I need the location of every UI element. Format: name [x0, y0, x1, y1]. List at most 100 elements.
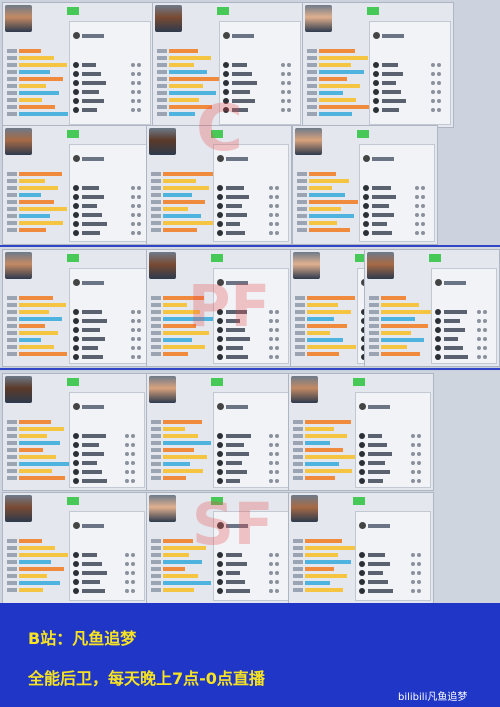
- player-card: [364, 249, 500, 367]
- skill-icon: [73, 155, 80, 162]
- player-portrait: [5, 495, 32, 522]
- skill-row: [73, 478, 139, 484]
- skill-icon: [373, 32, 380, 39]
- player-card: [288, 492, 434, 604]
- skills-panel: [359, 144, 435, 242]
- player-portrait: [149, 128, 176, 155]
- skills-panel: [69, 392, 145, 488]
- skills-panel: [213, 511, 289, 601]
- skill-row: [217, 460, 283, 466]
- player-card: [146, 249, 292, 367]
- skill-row: [373, 62, 445, 68]
- player-portrait: [5, 376, 32, 403]
- player-card: [288, 373, 434, 491]
- skill-row: [359, 442, 425, 448]
- section-divider: [0, 368, 500, 370]
- skill-icon: [73, 403, 80, 410]
- skill-row: [73, 442, 139, 448]
- skill-row: [217, 451, 283, 457]
- skill-row: [373, 107, 445, 113]
- skill-row: [435, 336, 491, 342]
- skill-row: [435, 309, 491, 315]
- skill-row: [217, 203, 283, 209]
- skill-row: [223, 98, 295, 104]
- skill-row: [223, 62, 295, 68]
- position-badge: [211, 378, 223, 386]
- skill-icon: [217, 522, 224, 529]
- skill-row: [217, 588, 283, 594]
- player-portrait: [293, 252, 320, 279]
- skill-row: [73, 212, 145, 218]
- skill-row: [363, 230, 429, 236]
- footer-banner: [0, 603, 500, 707]
- skill-row: [363, 194, 429, 200]
- position-badge: [353, 497, 365, 505]
- skill-row: [73, 588, 139, 594]
- skill-row: [217, 433, 283, 439]
- skill-row: [73, 309, 145, 315]
- position-badge: [367, 7, 379, 15]
- skill-row: [359, 561, 425, 567]
- watermark-sf: SF: [192, 490, 274, 558]
- footer-line-2: 全能后卫，每天晚上7点-0点直播: [28, 669, 265, 688]
- skill-row: [217, 327, 283, 333]
- skills-panel: [355, 511, 431, 601]
- skill-row: [359, 579, 425, 585]
- skill-row: [363, 212, 429, 218]
- skill-row: [373, 71, 445, 77]
- player-portrait: [149, 495, 176, 522]
- skill-row: [73, 354, 145, 360]
- position-badge: [67, 130, 79, 138]
- player-card: [2, 249, 154, 367]
- position-badge: [355, 254, 367, 262]
- player-card: [292, 125, 438, 245]
- skill-row: [217, 354, 283, 360]
- position-badge: [429, 254, 441, 262]
- skill-row: [73, 230, 145, 236]
- skill-row: [363, 185, 429, 191]
- skills-panel: [431, 268, 497, 364]
- skill-row: [73, 71, 145, 77]
- skill-icon: [73, 279, 80, 286]
- player-portrait: [291, 495, 318, 522]
- skill-row: [373, 98, 445, 104]
- skill-row: [73, 561, 139, 567]
- skill-row: [217, 552, 283, 558]
- skill-row: [435, 354, 491, 360]
- skill-row: [73, 552, 139, 558]
- skill-row: [73, 570, 139, 576]
- skill-row: [217, 570, 283, 576]
- player-portrait: [155, 5, 182, 32]
- skill-row: [373, 89, 445, 95]
- skill-icon: [217, 155, 224, 162]
- player-portrait: [291, 376, 318, 403]
- skill-row: [73, 203, 145, 209]
- skill-row: [435, 318, 491, 324]
- skill-row: [73, 345, 145, 351]
- skills-panel: [69, 268, 151, 364]
- position-badge: [353, 378, 365, 386]
- player-portrait: [295, 128, 322, 155]
- skill-row: [73, 336, 145, 342]
- skill-icon: [73, 32, 80, 39]
- player-portrait: [5, 252, 32, 279]
- skill-row: [359, 469, 425, 475]
- skill-row: [359, 552, 425, 558]
- skill-row: [73, 469, 139, 475]
- skill-row: [217, 221, 283, 227]
- skill-icon: [435, 279, 442, 286]
- player-card: [2, 492, 148, 604]
- skill-row: [359, 570, 425, 576]
- skill-row: [217, 345, 283, 351]
- skill-row: [217, 478, 283, 484]
- player-portrait: [367, 252, 394, 279]
- skill-row: [73, 89, 145, 95]
- skill-icon: [217, 279, 224, 286]
- skill-row: [73, 451, 139, 457]
- player-portrait: [5, 128, 32, 155]
- skill-row: [359, 433, 425, 439]
- skill-row: [217, 579, 283, 585]
- position-badge: [67, 497, 79, 505]
- skill-row: [217, 469, 283, 475]
- skill-row: [73, 327, 145, 333]
